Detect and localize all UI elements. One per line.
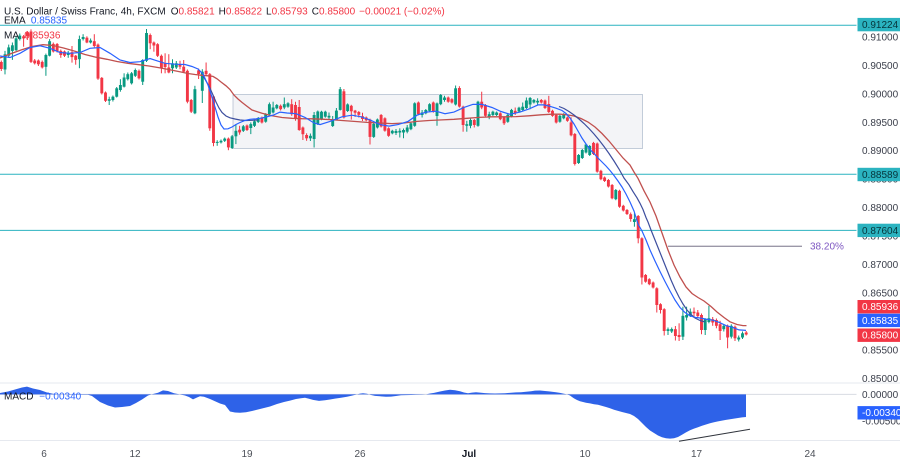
svg-text:0.88589: 0.88589 <box>862 170 899 181</box>
svg-text:EMA 0.85835: EMA 0.85835 <box>4 16 67 27</box>
svg-text:24: 24 <box>804 449 816 460</box>
svg-text:0.85936: 0.85936 <box>862 302 899 313</box>
svg-text:38.20%: 38.20% <box>810 242 844 253</box>
svg-text:12: 12 <box>129 449 141 460</box>
svg-text:0.89000: 0.89000 <box>862 146 899 157</box>
svg-text:Jul: Jul <box>462 449 477 460</box>
svg-text:0.00000: 0.00000 <box>862 390 899 401</box>
svg-text:-0.00340: -0.00340 <box>862 408 900 419</box>
svg-text:0.90000: 0.90000 <box>862 89 899 100</box>
svg-text:0.87000: 0.87000 <box>862 260 899 271</box>
svg-text:17: 17 <box>691 449 703 460</box>
svg-text:MACD −0.00340: MACD −0.00340 <box>4 392 82 403</box>
svg-text:6: 6 <box>41 449 47 460</box>
svg-text:0.86500: 0.86500 <box>862 289 899 300</box>
svg-text:0.89500: 0.89500 <box>862 118 899 129</box>
svg-text:0.85000: 0.85000 <box>862 374 899 385</box>
svg-text:0.88000: 0.88000 <box>862 203 899 214</box>
svg-text:MA 0.85936: MA 0.85936 <box>4 31 61 42</box>
svg-text:26: 26 <box>354 449 366 460</box>
svg-text:0.90500: 0.90500 <box>862 61 899 72</box>
svg-text:U.S. Dollar / Swiss Franc, 4h,: U.S. Dollar / Swiss Franc, 4h, FXCMO0.85… <box>4 7 445 18</box>
svg-text:0.85835: 0.85835 <box>862 316 899 327</box>
svg-text:0.85500: 0.85500 <box>862 345 899 356</box>
svg-text:19: 19 <box>241 449 253 460</box>
svg-text:10: 10 <box>579 449 591 460</box>
svg-text:0.87604: 0.87604 <box>862 226 899 237</box>
svg-text:0.85800: 0.85800 <box>862 331 899 342</box>
svg-text:0.91224: 0.91224 <box>862 20 899 31</box>
svg-text:0.91000: 0.91000 <box>862 32 899 43</box>
